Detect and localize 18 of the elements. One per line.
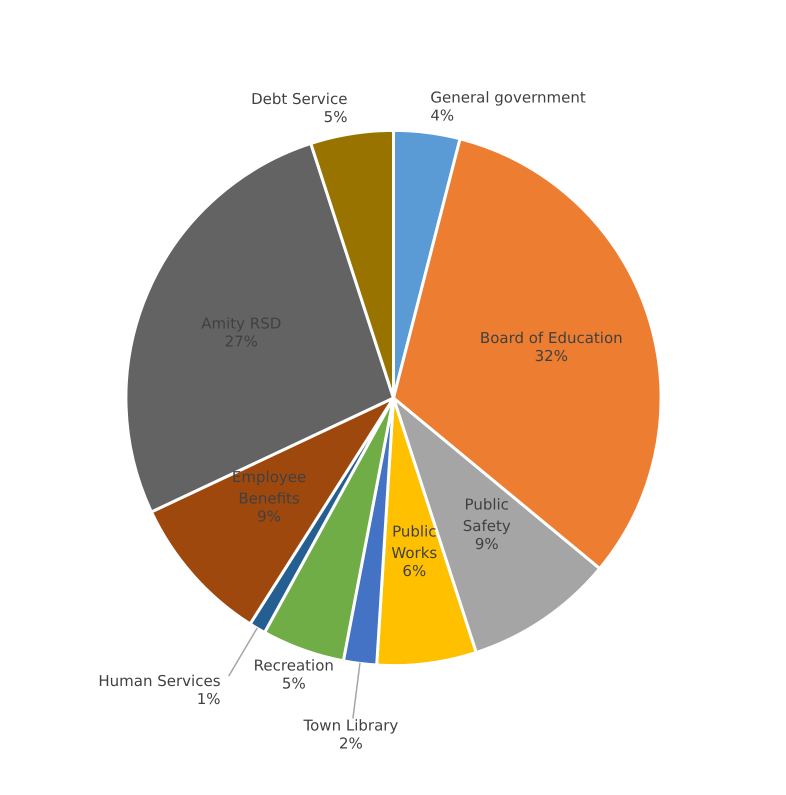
data-label: 5% bbox=[282, 674, 306, 692]
data-label: 6% bbox=[402, 562, 426, 580]
slice-label: Employee Benefits bbox=[232, 468, 306, 508]
slice-label: Public Works bbox=[391, 522, 438, 562]
slice-label: Recreation bbox=[254, 656, 334, 674]
slice-label: General government bbox=[430, 88, 586, 107]
data-label: 32% bbox=[534, 346, 568, 365]
slice-label: Board of Education bbox=[480, 328, 623, 347]
data-label: 9% bbox=[257, 507, 281, 526]
slice-label: Public Safety bbox=[462, 495, 511, 535]
slice-label: Debt Service bbox=[251, 90, 348, 108]
data-label: 4% bbox=[430, 106, 454, 125]
data-label: 2% bbox=[339, 734, 363, 752]
slice-label: Human Services bbox=[98, 672, 221, 690]
data-label: 1% bbox=[196, 690, 221, 708]
data-label: 9% bbox=[474, 534, 499, 553]
data-label: 5% bbox=[324, 108, 348, 126]
slice-label: Town Library bbox=[302, 716, 398, 734]
